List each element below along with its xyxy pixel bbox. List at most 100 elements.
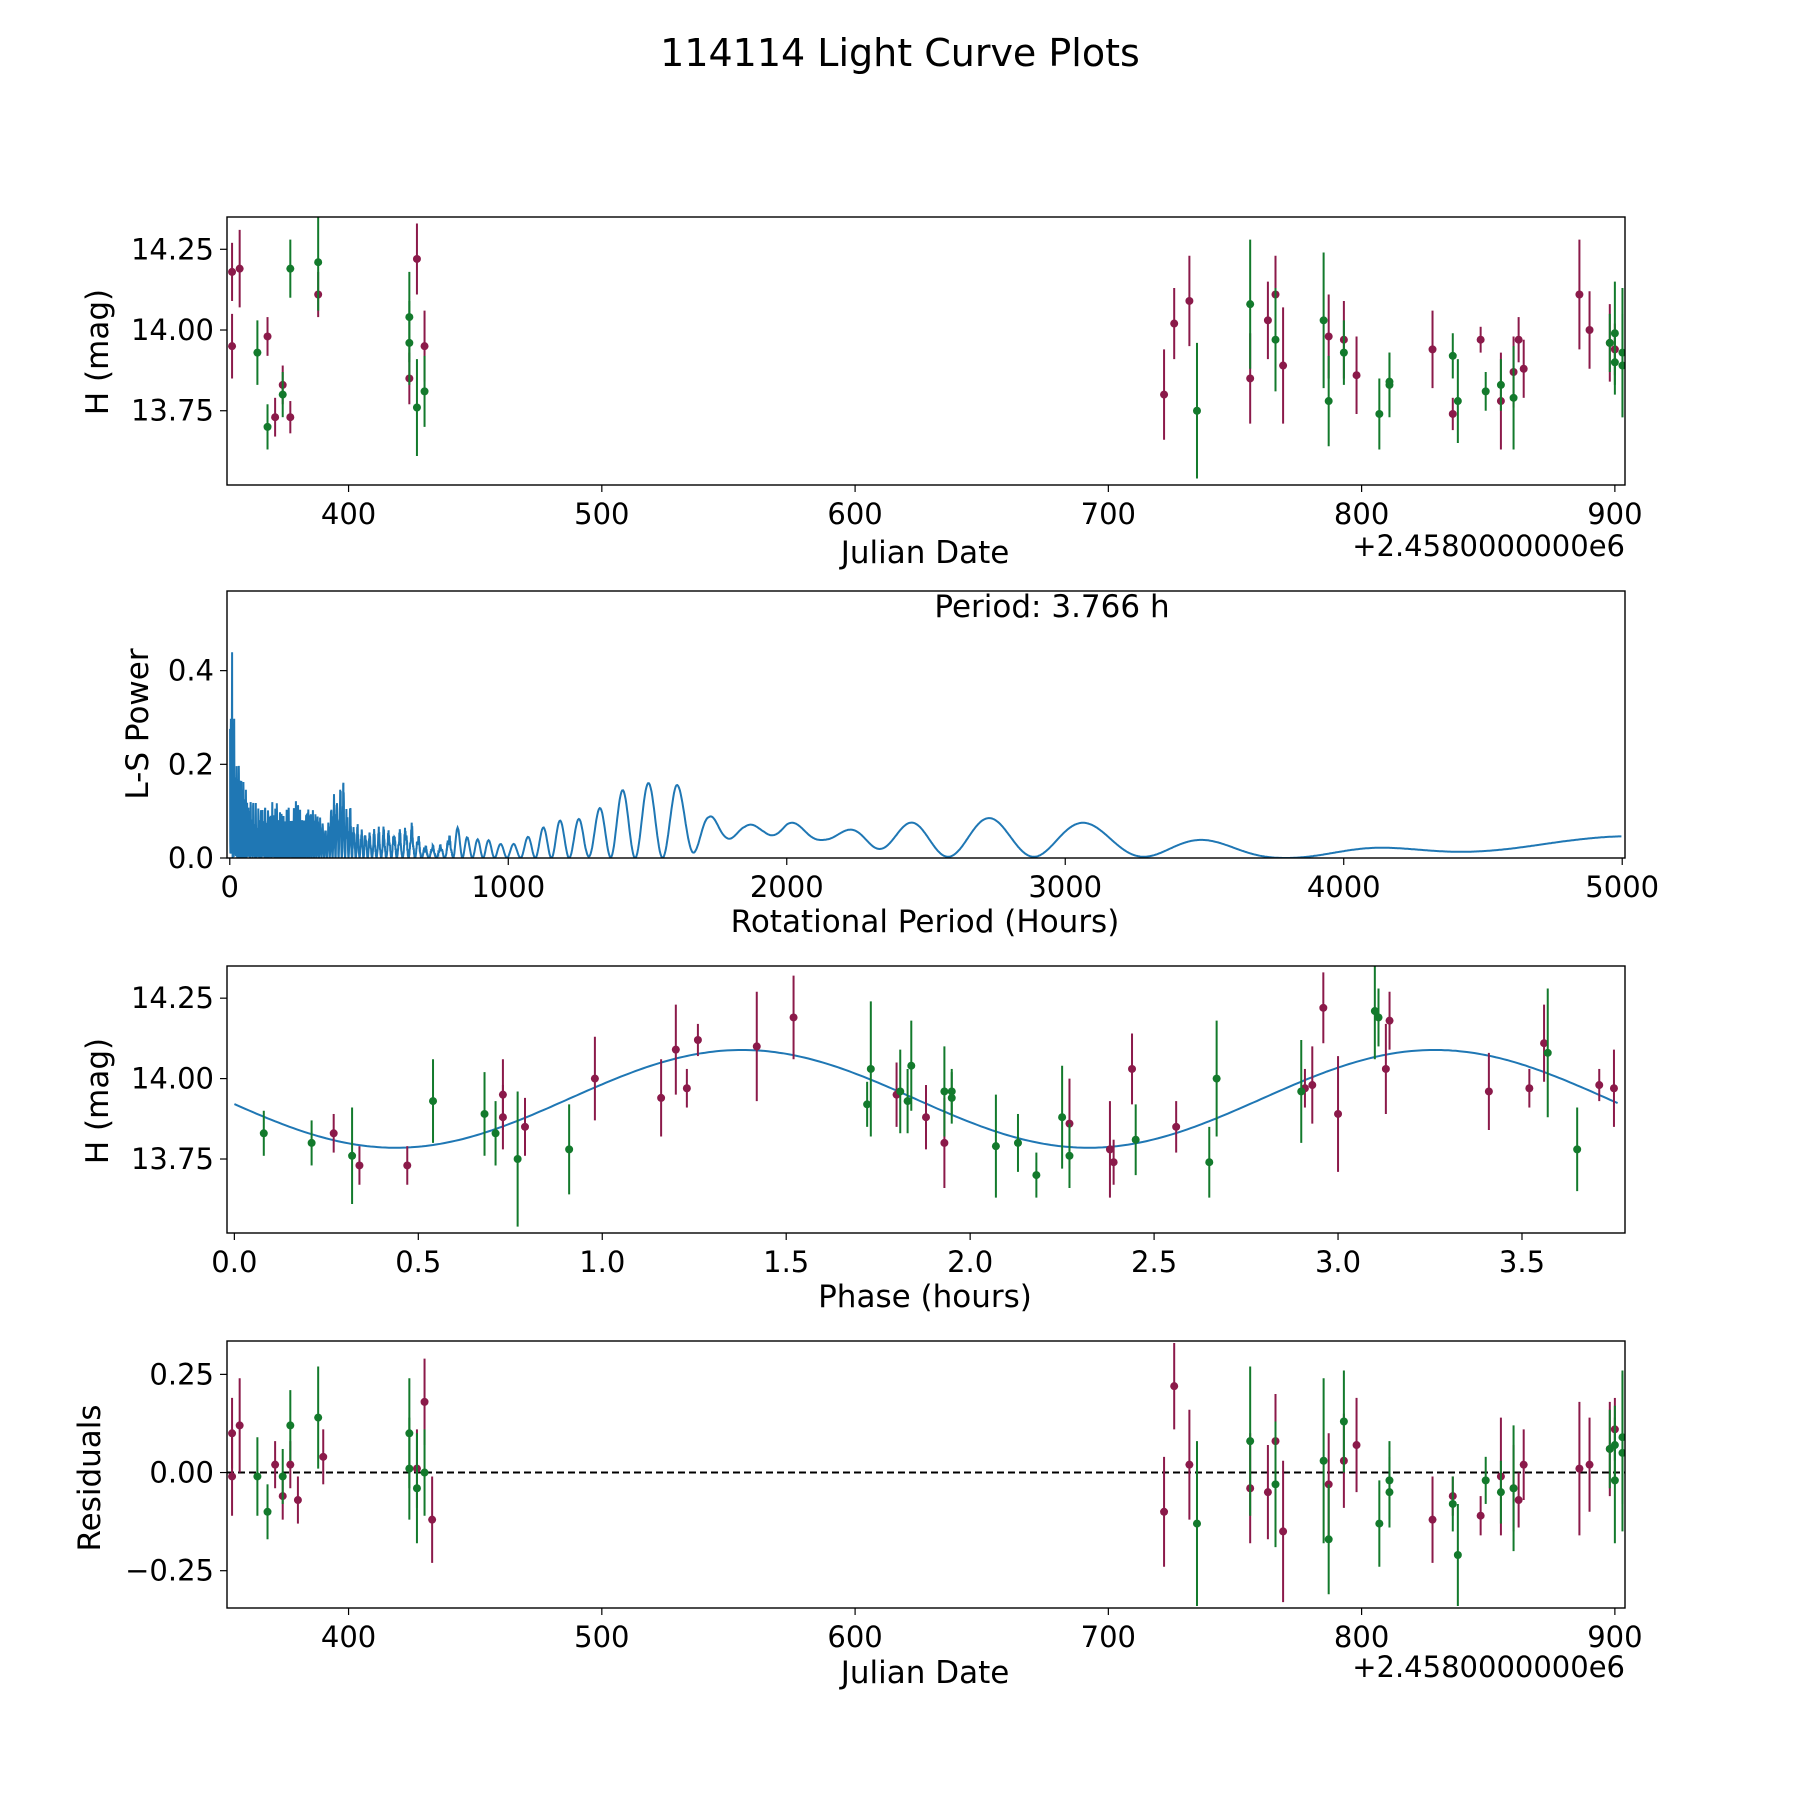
phased-point-filter_a — [671, 1045, 680, 1054]
periodogram-xtick-label: 3000 — [1028, 870, 1102, 904]
lightcurve-point-filter_a — [1170, 319, 1179, 328]
phased-point-filter_a — [520, 1122, 529, 1131]
lightcurve-point-filter_a — [286, 413, 295, 422]
lightcurve-point-filter_b — [1481, 387, 1490, 396]
lightcurve-point-filter_a — [263, 332, 272, 341]
periodogram-frame — [226, 590, 1626, 859]
lightcurve-point-filter_b — [1375, 409, 1384, 418]
residuals-xtick-label: 600 — [827, 1620, 882, 1654]
period-annotation: Period: 3.766 h — [934, 589, 1169, 625]
residuals-point-filter_a — [1575, 1464, 1584, 1473]
residuals-offset-text: +2.4580000000e6 — [1352, 1650, 1625, 1684]
periodogram-xtick-label: 4000 — [1307, 870, 1381, 904]
lightcurve-point-filter_a — [1324, 332, 1333, 341]
phased-point-filter_b — [947, 1093, 956, 1102]
phased-point-filter_a — [657, 1093, 666, 1102]
residuals-point-filter_a — [1428, 1515, 1437, 1524]
phased-ylabel: H (mag) — [80, 1038, 116, 1164]
phased-point-filter_b — [1058, 1113, 1067, 1122]
lightcurve-point-filter_a — [1185, 296, 1194, 305]
phased-point-filter_b — [429, 1097, 438, 1106]
lightcurve-xtick-label: 700 — [1081, 497, 1136, 531]
phased-point-filter_b — [480, 1109, 489, 1118]
phased-point-filter_a — [1128, 1064, 1137, 1073]
residuals-point-filter_b — [278, 1472, 287, 1481]
phased-point-filter_b — [1297, 1087, 1306, 1096]
phased-point-filter_a — [1540, 1039, 1549, 1048]
residuals-point-filter_b — [1385, 1488, 1394, 1497]
phased-point-filter_a — [1109, 1158, 1118, 1167]
phased-point-filter_b — [1573, 1145, 1582, 1154]
residuals-point-filter_a — [228, 1429, 237, 1438]
lightcurve-point-filter_a — [1575, 290, 1584, 299]
residuals-point-filter_b — [314, 1413, 323, 1422]
residuals-point-filter_b — [1324, 1535, 1333, 1544]
phased-point-filter_a — [789, 1013, 798, 1022]
residuals-xlabel: Julian Date — [839, 1655, 1010, 1691]
lightcurve-point-filter_b — [1385, 377, 1394, 386]
lightcurve-point-filter_b — [412, 403, 421, 412]
residuals-point-filter_a — [428, 1515, 437, 1524]
residuals-point-filter_a — [1476, 1511, 1485, 1520]
lightcurve-point-filter_b — [1319, 316, 1328, 325]
residuals-panel: Julian Date Residuals +2.4580000000e6 40… — [72, 1340, 1643, 1691]
phased-point-filter_a — [1385, 1016, 1394, 1025]
residuals-point-filter_a — [271, 1460, 280, 1469]
residuals-point-filter_a — [1170, 1382, 1179, 1391]
residuals-point-filter_b — [1496, 1488, 1505, 1497]
residuals-point-filter_b — [263, 1507, 272, 1516]
phased-point-filter_b — [1013, 1138, 1022, 1147]
phased-point-filter_b — [903, 1097, 912, 1106]
lightcurve-point-filter_b — [1496, 380, 1505, 389]
phased-point-filter_b — [1131, 1135, 1140, 1144]
residuals-point-filter_b — [1271, 1480, 1280, 1489]
lightcurve-point-filter_a — [1448, 409, 1457, 418]
phased-point-filter_a — [940, 1138, 949, 1147]
phased-point-filter_a — [922, 1113, 930, 1122]
residuals-point-filter_a — [228, 1472, 237, 1481]
residuals-point-filter_b — [1448, 1499, 1457, 1508]
residuals-point-filter_b — [1610, 1476, 1619, 1485]
periodogram-xlabel: Rotational Period (Hours) — [731, 904, 1120, 940]
periodogram-ytick-label: 0.2 — [168, 747, 214, 781]
residuals-point-filter_a — [1185, 1460, 1194, 1469]
residuals-point-filter_a — [1519, 1460, 1528, 1469]
residuals-ytick-label: 0.00 — [149, 1456, 214, 1490]
phased-point-filter_b — [1374, 1013, 1383, 1022]
residuals-xtick-label: 400 — [321, 1620, 376, 1654]
lightcurve-point-filter_b — [1605, 338, 1614, 347]
residuals-point-filter_b — [405, 1464, 414, 1473]
lightcurve-point-filter_a — [228, 267, 237, 276]
phased-xlabel: Phase (hours) — [818, 1279, 1032, 1315]
periodogram-ylabel: L-S Power — [120, 648, 156, 799]
phased-point-filter_a — [1381, 1064, 1390, 1073]
residuals-point-filter_b — [1375, 1519, 1384, 1528]
residuals-point-filter_a — [235, 1421, 244, 1430]
phased-point-filter_b — [1212, 1074, 1221, 1083]
lightcurve-point-filter_a — [1585, 326, 1594, 335]
lightcurve-point-filter_b — [1610, 329, 1619, 338]
phased-point-filter_b — [259, 1129, 268, 1138]
lightcurve-point-filter_a — [1428, 345, 1437, 354]
residuals-point-filter_b — [420, 1468, 429, 1477]
lightcurve-xtick-label: 600 — [827, 497, 882, 531]
residuals-point-filter_b — [286, 1421, 295, 1430]
periodogram-ytick-label: 0.0 — [168, 841, 214, 875]
lightcurve-point-filter_b — [286, 264, 295, 273]
residuals-point-filter_b — [1192, 1519, 1201, 1528]
lightcurve-point-filter_b — [420, 387, 429, 396]
residuals-point-filter_a — [1352, 1441, 1361, 1450]
lightcurve-point-filter_b — [263, 422, 272, 431]
lightcurve-offset-text: +2.4580000000e6 — [1352, 529, 1625, 563]
lightcurve-point-filter_b — [1339, 348, 1348, 357]
residuals-point-filter_a — [1279, 1527, 1288, 1536]
lightcurve-ylabel: H (mag) — [80, 289, 116, 415]
phased-point-filter_a — [355, 1161, 364, 1170]
residuals-point-filter_b — [412, 1484, 421, 1493]
phased-point-filter_a — [498, 1090, 507, 1099]
phased-point-filter_b — [348, 1151, 357, 1160]
periodogram-xtick-label: 2000 — [750, 870, 824, 904]
residuals-point-filter_b — [1319, 1456, 1328, 1465]
periodogram-panel: Rotational Period (Hours) L-S Power Peri… — [120, 589, 1659, 940]
